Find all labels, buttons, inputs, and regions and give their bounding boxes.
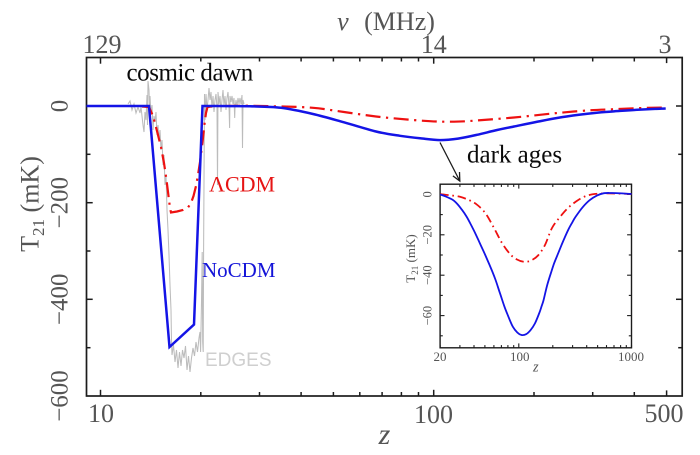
svg-text:3: 3 bbox=[659, 30, 672, 59]
svg-text:−400: −400 bbox=[47, 273, 74, 325]
svg-text:ν (MHz): ν (MHz) bbox=[337, 7, 435, 36]
svg-text:0: 0 bbox=[47, 100, 74, 113]
svg-text:100: 100 bbox=[414, 400, 453, 429]
svg-text:EDGES: EDGES bbox=[205, 350, 272, 371]
svg-text:T21 (mK): T21 (mK) bbox=[16, 156, 49, 252]
svg-text:dark ages: dark ages bbox=[467, 142, 562, 169]
svg-text:−40: −40 bbox=[420, 265, 434, 285]
svg-text:−20: −20 bbox=[420, 225, 434, 245]
svg-text:20: 20 bbox=[434, 349, 447, 364]
svg-text:0: 0 bbox=[420, 191, 434, 197]
svg-text:NoCDM: NoCDM bbox=[202, 258, 276, 282]
svg-text:−600: −600 bbox=[47, 370, 74, 422]
svg-text:ΛCDM: ΛCDM bbox=[209, 172, 275, 197]
svg-text:100: 100 bbox=[510, 349, 530, 364]
svg-text:14: 14 bbox=[421, 30, 447, 59]
svg-text:z: z bbox=[532, 360, 539, 376]
svg-text:−60: −60 bbox=[420, 306, 434, 326]
svg-text:1000: 1000 bbox=[618, 349, 644, 364]
svg-text:10: 10 bbox=[88, 399, 114, 428]
svg-text:500: 500 bbox=[645, 399, 684, 428]
svg-text:129: 129 bbox=[83, 30, 122, 59]
svg-text:cosmic dawn: cosmic dawn bbox=[127, 60, 254, 87]
svg-text:T21 (mK): T21 (mK) bbox=[403, 234, 420, 282]
svg-text:−200: −200 bbox=[47, 177, 74, 229]
svg-text:z: z bbox=[378, 418, 391, 451]
